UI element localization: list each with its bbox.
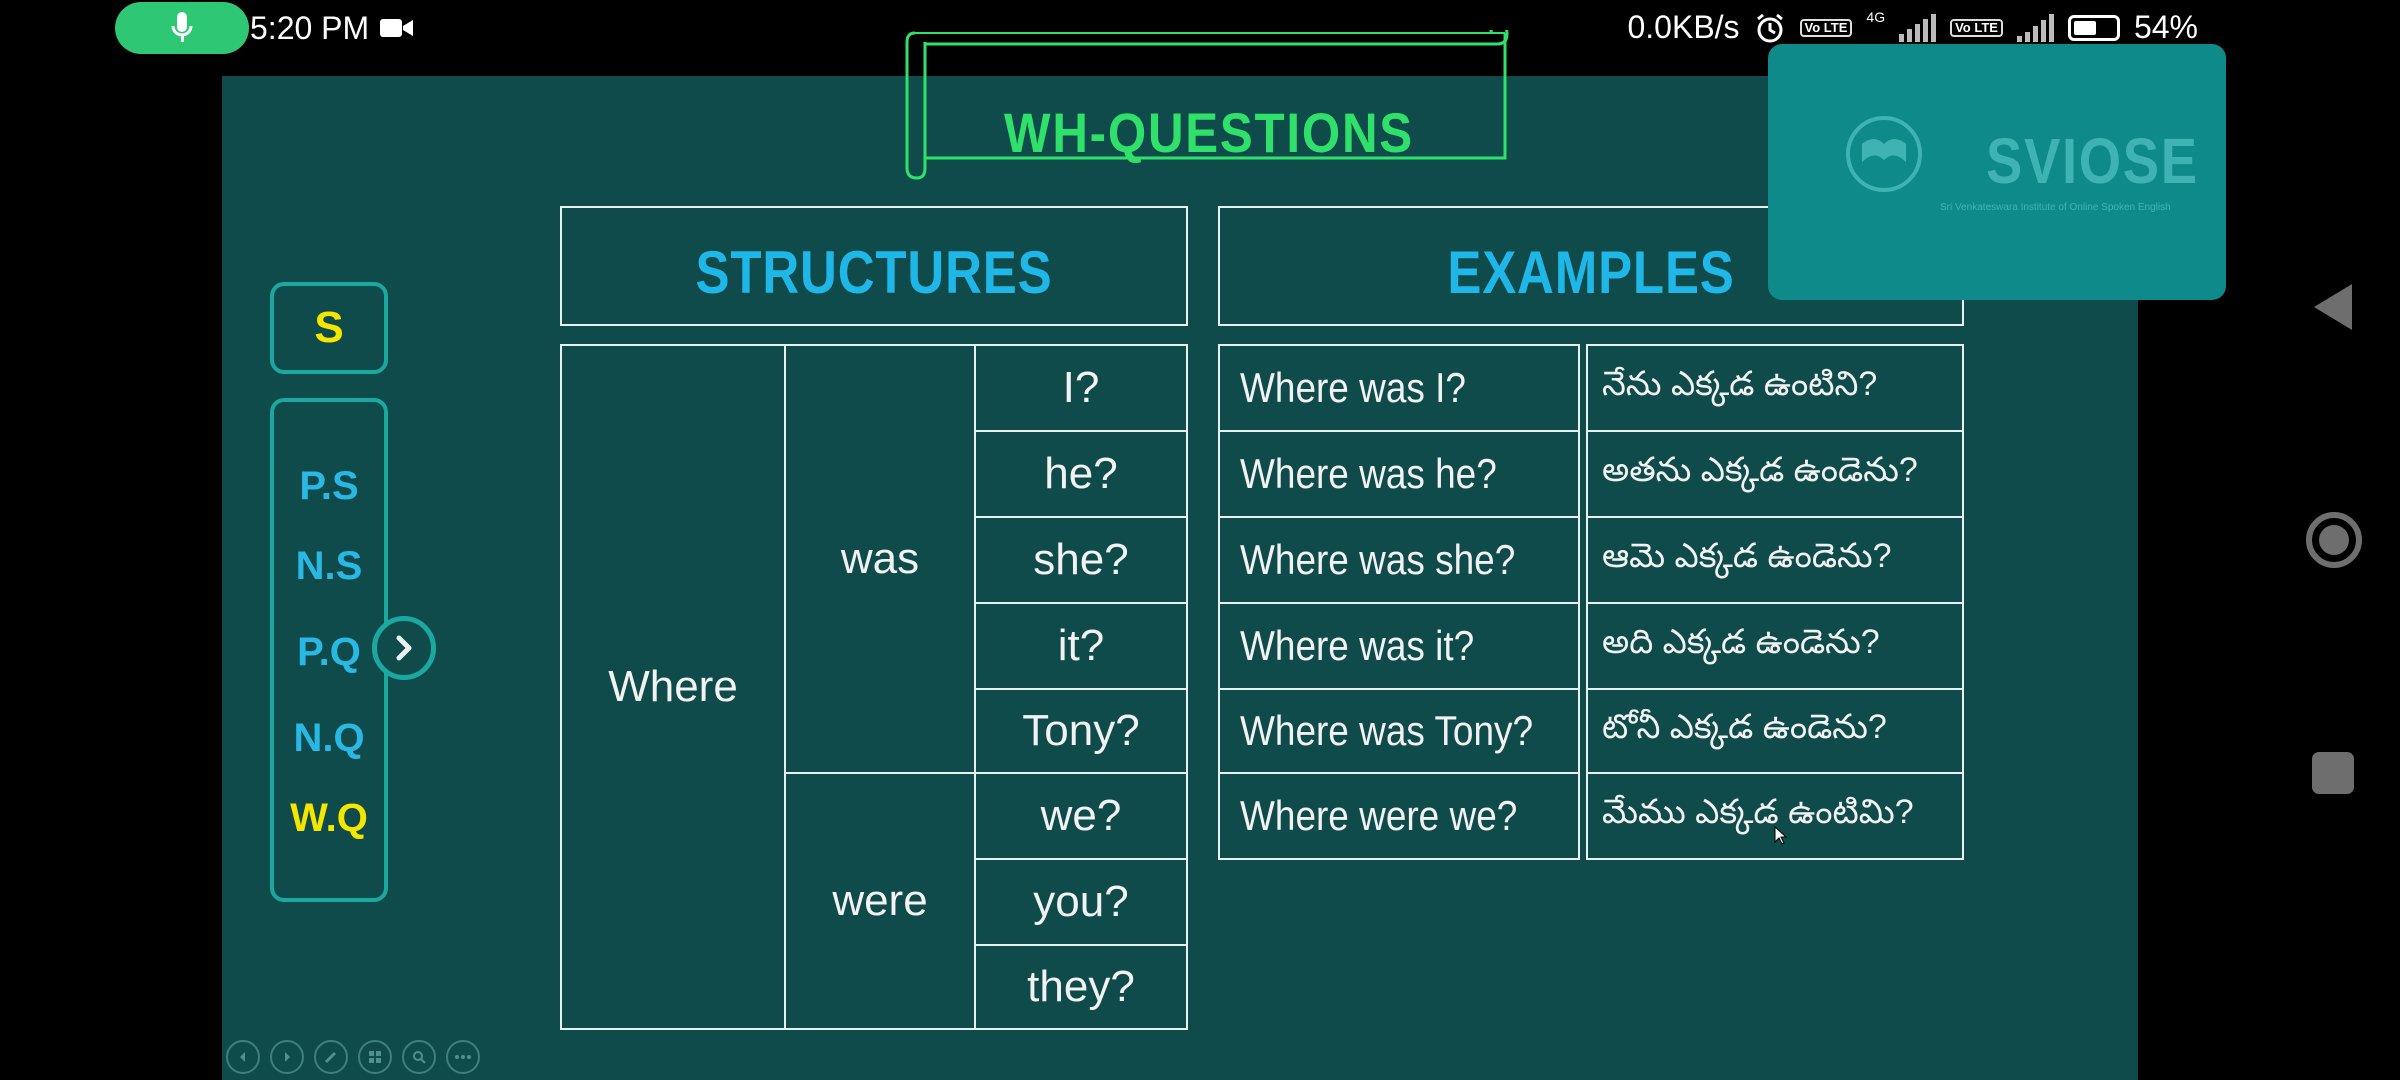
watermark-logo: SVIOSE Sri Venkateswara Institute of Onl…: [1768, 44, 2226, 300]
ellipsis-icon: [455, 1055, 471, 1059]
subject-cell: you?: [974, 858, 1188, 946]
example-english: Where was I?: [1240, 364, 1466, 411]
alarm-icon: [1756, 13, 1783, 42]
scroll-banner-icon: [905, 30, 1509, 180]
back-icon[interactable]: [2312, 282, 2356, 332]
mic-indicator[interactable]: [115, 2, 249, 54]
examples-header: EXAMPLES: [1447, 239, 1735, 306]
subject-text: you?: [1033, 877, 1129, 926]
verb-label: was: [840, 534, 920, 583]
example-english: Where was he?: [1240, 450, 1497, 497]
title-banner: WH-QUESTIONS: [905, 30, 1513, 180]
example-telugu: నేను ఎక్కడ ఉంటిని?: [1602, 364, 1878, 403]
subject-text: Tony?: [1022, 706, 1140, 755]
example-telugu: అది ఎక్కడ ఉండెను?: [1602, 622, 1880, 661]
example-telugu: మేము ఎక్కడ ఉంటిమి?: [1602, 792, 1914, 831]
pen-tool-button[interactable]: [314, 1040, 348, 1074]
example-telugu: టోనీ ఎక్కడ ఉండెను?: [1602, 707, 1887, 746]
verb-label: were: [832, 876, 928, 925]
video-camera-icon: [380, 16, 414, 45]
subject-cell: she?: [974, 516, 1188, 604]
subject-text: she?: [1033, 535, 1129, 584]
example-english-cell: Where was I?: [1218, 344, 1580, 432]
subject-text: we?: [1040, 791, 1122, 840]
example-telugu-cell: టోనీ ఎక్కడ ఉండెను?: [1586, 688, 1964, 774]
verb-cell-were: were: [784, 772, 976, 1030]
example-telugu: ఆమె ఎక్కడ ఉండెను?: [1602, 536, 1892, 575]
signal-icon: [1899, 13, 1937, 42]
wh-word: Where: [608, 662, 738, 711]
side-nav-item-ps[interactable]: P.S: [299, 464, 359, 508]
verb-cell-was: was: [784, 344, 976, 774]
subject-cell: they?: [974, 944, 1188, 1030]
watermark-tagline: Sri Venkateswara Institute of Online Spo…: [1940, 202, 2171, 213]
example-english-cell: Where was it?: [1218, 602, 1580, 690]
example-telugu-cell: అది ఎక్కడ ఉండెను?: [1586, 602, 1964, 690]
example-telugu-cell: నేను ఎక్కడ ఉంటిని?: [1586, 344, 1964, 432]
arrow-left-icon: [240, 1052, 245, 1062]
book-logo-icon: [1846, 116, 1922, 192]
example-english: Where was Tony?: [1240, 707, 1534, 754]
side-nav-expand-button[interactable]: [372, 616, 436, 680]
side-nav-s-button[interactable]: S: [270, 282, 388, 374]
example-telugu: అతను ఎక్కడ ఉండెను?: [1602, 450, 1918, 489]
subject-cell: Tony?: [974, 688, 1188, 774]
side-nav-item-ns[interactable]: N.S: [295, 544, 363, 588]
subject-cell: we?: [974, 772, 1188, 860]
example-english-cell: Where was he?: [1218, 430, 1580, 518]
home-icon[interactable]: [2304, 510, 2364, 570]
examples-header-box: EXAMPLES: [1218, 206, 1964, 326]
network-type: 4G: [1866, 9, 1886, 25]
example-english-cell: Where was Tony?: [1218, 688, 1580, 774]
watermark-name: SVIOSE: [1986, 125, 2199, 197]
side-nav-item-pq[interactable]: P.Q: [297, 630, 361, 674]
network-speed: 0.0KB/s: [1627, 9, 1740, 45]
example-english-cell: Where were we?: [1218, 772, 1580, 860]
subject-cell: it?: [974, 602, 1188, 690]
more-options-button[interactable]: [446, 1040, 480, 1074]
slides-overview-button[interactable]: [358, 1040, 392, 1074]
battery-icon: [2067, 14, 2120, 41]
system-nav-bar: [2270, 0, 2400, 1080]
side-nav-item-wq[interactable]: W.Q: [290, 796, 368, 840]
signal-icon-2: [2016, 13, 2054, 42]
arrow-right-icon: [285, 1052, 290, 1062]
example-english: Where was she?: [1240, 536, 1516, 583]
pen-icon: [324, 1051, 337, 1064]
microphone-icon: [171, 12, 193, 42]
status-bar: 5:20 PM 0.0KB/s Vo LTE 4G Vo LTE 54%: [0, 0, 2270, 58]
example-english: Where was it?: [1240, 622, 1475, 669]
example-english: Where were we?: [1240, 792, 1518, 839]
side-nav-item-nq[interactable]: N.Q: [293, 716, 365, 760]
magnifier-icon: [413, 1051, 426, 1064]
wh-word-cell: Where: [560, 344, 786, 1030]
subject-cell: he?: [974, 430, 1188, 518]
chevron-right-icon: [396, 635, 412, 661]
previous-slide-button[interactable]: [226, 1040, 260, 1074]
slide-title: WH-QUESTIONS: [1004, 101, 1414, 164]
example-telugu-cell: అతను ఎక్కడ ఉండెను?: [1586, 430, 1964, 518]
zoom-button[interactable]: [402, 1040, 436, 1074]
recents-icon[interactable]: [2312, 752, 2354, 794]
side-nav-menu: P.S N.S P.Q N.Q W.Q: [270, 398, 388, 902]
presentation-toolbar: [226, 1040, 480, 1074]
example-english-cell: Where was she?: [1218, 516, 1580, 604]
clock: 5:20 PM: [250, 10, 370, 46]
battery-percent: 54%: [2133, 9, 2198, 45]
grid-icon: [369, 1051, 381, 1063]
mouse-cursor-icon: [1774, 826, 1788, 845]
volte-badge-2: Vo LTE: [1950, 18, 2003, 37]
example-telugu-cell: మేము ఎక్కడ ఉంటిమి?: [1586, 772, 1964, 860]
volte-badge: Vo LTE: [1799, 18, 1853, 37]
subject-text: it?: [1057, 621, 1105, 670]
structures-header-box: STRUCTURES: [560, 206, 1188, 326]
subject-text: he?: [1044, 449, 1118, 498]
next-slide-button[interactable]: [270, 1040, 304, 1074]
structures-header: STRUCTURES: [695, 239, 1053, 306]
example-telugu-cell: ఆమె ఎక్కడ ఉండెను?: [1586, 516, 1964, 604]
subject-cell: I?: [974, 344, 1188, 432]
subject-text: they?: [1027, 962, 1135, 1011]
subject-text: I?: [1062, 363, 1100, 412]
